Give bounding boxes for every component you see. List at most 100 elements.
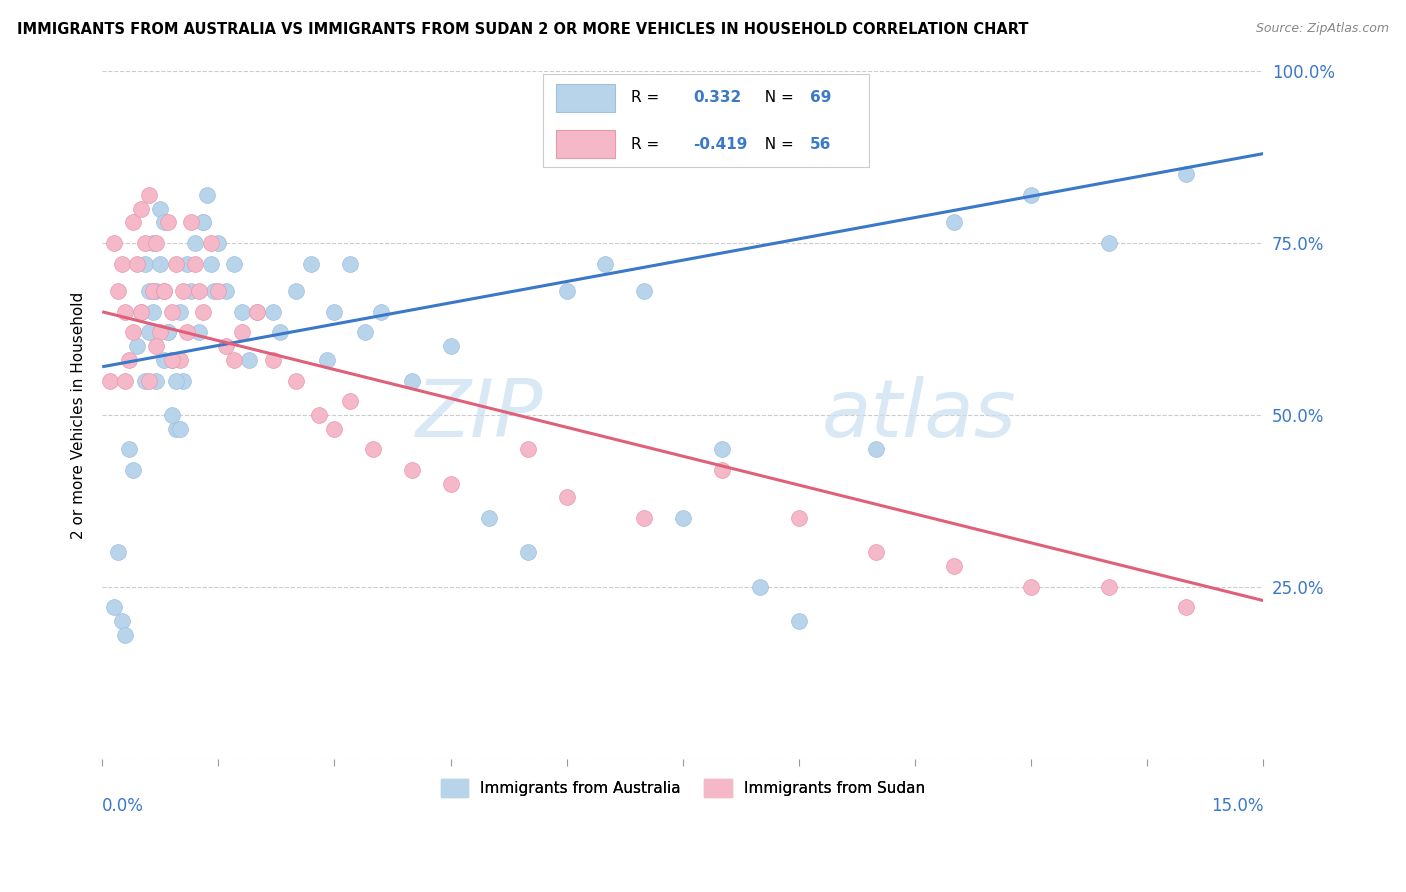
Point bbox=[160, 305, 183, 319]
Point bbox=[141, 305, 163, 319]
Text: IMMIGRANTS FROM AUSTRALIA VS IMMIGRANTS FROM SUDAN 2 OR MORE VEHICLES IN HOUSEHO: IMMIGRANTS FROM AUSTRALIA VS IMMIGRANTS … bbox=[17, 22, 1028, 37]
Point bbox=[149, 202, 172, 216]
Point bbox=[361, 442, 384, 457]
Point bbox=[315, 352, 337, 367]
Point bbox=[710, 463, 733, 477]
Point bbox=[141, 235, 163, 250]
Text: Source: ZipAtlas.com: Source: ZipAtlas.com bbox=[1256, 22, 1389, 36]
Point bbox=[169, 305, 191, 319]
Point bbox=[138, 187, 160, 202]
Point bbox=[184, 257, 207, 271]
Point bbox=[517, 545, 540, 559]
Text: 15.0%: 15.0% bbox=[1211, 797, 1264, 814]
Point bbox=[308, 408, 330, 422]
Point bbox=[1019, 187, 1042, 202]
Point bbox=[401, 463, 423, 477]
Point bbox=[122, 326, 145, 340]
Point bbox=[176, 326, 198, 340]
Point bbox=[138, 284, 160, 298]
Text: atlas: atlas bbox=[823, 376, 1017, 454]
Point bbox=[191, 305, 214, 319]
Point bbox=[284, 374, 307, 388]
Point bbox=[122, 215, 145, 229]
Point bbox=[191, 215, 214, 229]
Point bbox=[1019, 580, 1042, 594]
Point bbox=[222, 352, 245, 367]
Point bbox=[125, 339, 148, 353]
Point bbox=[633, 284, 655, 298]
Point bbox=[439, 476, 461, 491]
Text: 0.0%: 0.0% bbox=[103, 797, 143, 814]
Point bbox=[246, 305, 269, 319]
Point bbox=[323, 305, 346, 319]
Point bbox=[672, 511, 695, 525]
Point bbox=[145, 284, 167, 298]
Point bbox=[370, 305, 392, 319]
Point bbox=[865, 442, 887, 457]
Point bbox=[231, 305, 253, 319]
Point bbox=[339, 257, 361, 271]
Point bbox=[207, 235, 229, 250]
Point bbox=[145, 374, 167, 388]
Point bbox=[478, 511, 501, 525]
Point bbox=[118, 442, 141, 457]
Point bbox=[110, 614, 132, 628]
Point bbox=[114, 305, 136, 319]
Point bbox=[180, 284, 202, 298]
Point bbox=[107, 284, 129, 298]
Point bbox=[749, 580, 772, 594]
Point bbox=[215, 339, 238, 353]
Point bbox=[149, 257, 172, 271]
Point bbox=[153, 352, 176, 367]
Point bbox=[517, 442, 540, 457]
Point bbox=[238, 352, 260, 367]
Point bbox=[865, 545, 887, 559]
Point bbox=[118, 352, 141, 367]
Point bbox=[134, 257, 156, 271]
Point bbox=[125, 257, 148, 271]
Point bbox=[555, 491, 578, 505]
Point bbox=[942, 559, 965, 574]
Point bbox=[129, 305, 152, 319]
Point bbox=[149, 326, 172, 340]
Point bbox=[787, 511, 810, 525]
Point bbox=[153, 284, 176, 298]
Point bbox=[188, 326, 211, 340]
Point bbox=[145, 339, 167, 353]
Point bbox=[284, 284, 307, 298]
Point bbox=[103, 235, 125, 250]
Point bbox=[169, 352, 191, 367]
Point bbox=[207, 284, 229, 298]
Point bbox=[787, 614, 810, 628]
Point bbox=[401, 374, 423, 388]
Point bbox=[145, 235, 167, 250]
Point bbox=[184, 235, 207, 250]
Point bbox=[114, 628, 136, 642]
Point bbox=[138, 374, 160, 388]
Point bbox=[1097, 235, 1119, 250]
Point bbox=[231, 326, 253, 340]
Y-axis label: 2 or more Vehicles in Household: 2 or more Vehicles in Household bbox=[72, 292, 86, 539]
Point bbox=[98, 374, 121, 388]
Point bbox=[195, 187, 218, 202]
Legend: Immigrants from Australia, Immigrants from Sudan: Immigrants from Australia, Immigrants fr… bbox=[434, 772, 931, 803]
Point bbox=[173, 284, 195, 298]
Point bbox=[246, 305, 269, 319]
Point bbox=[156, 215, 179, 229]
Point bbox=[129, 305, 152, 319]
Point bbox=[354, 326, 377, 340]
Point bbox=[153, 284, 176, 298]
Point bbox=[269, 326, 291, 340]
Point bbox=[191, 215, 214, 229]
Point bbox=[165, 374, 187, 388]
Point bbox=[134, 235, 156, 250]
Point bbox=[299, 257, 322, 271]
Point bbox=[633, 511, 655, 525]
Point bbox=[160, 352, 183, 367]
Point bbox=[204, 284, 226, 298]
Point bbox=[160, 352, 183, 367]
Point bbox=[134, 374, 156, 388]
Point bbox=[188, 284, 211, 298]
Point bbox=[710, 442, 733, 457]
Point bbox=[153, 215, 176, 229]
